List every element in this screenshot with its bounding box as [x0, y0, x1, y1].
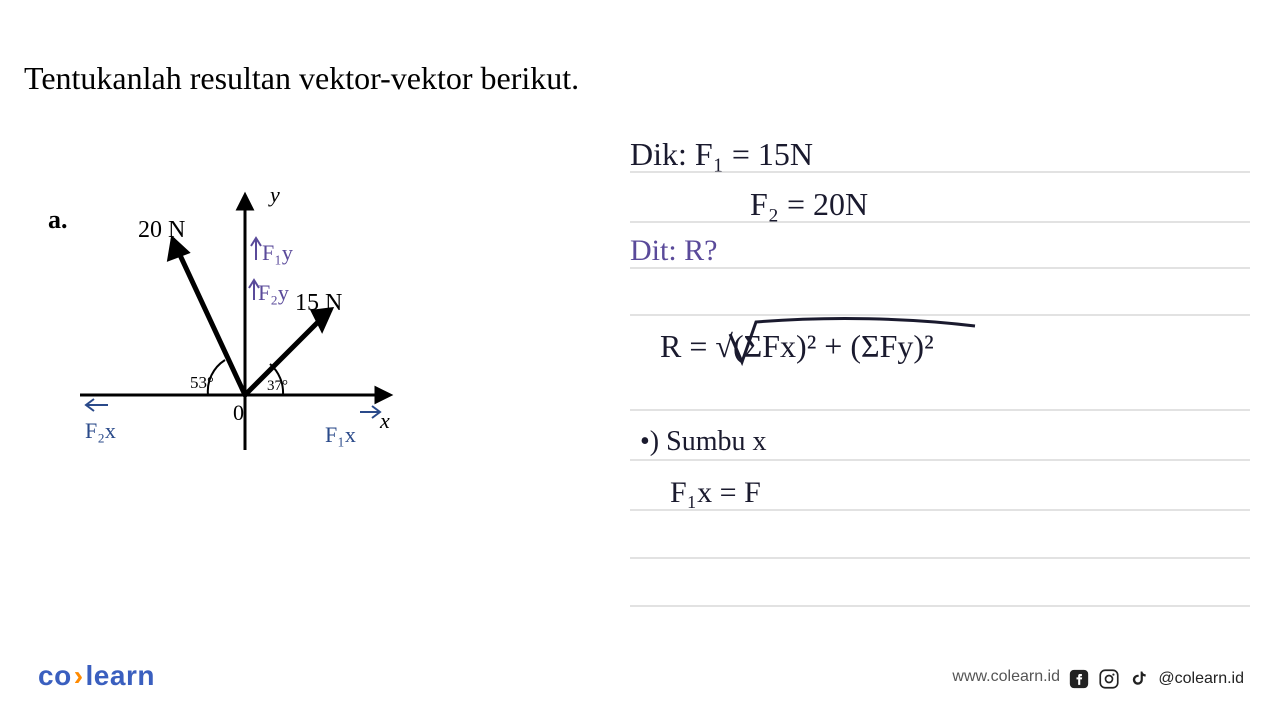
given-line-2: F₂ = 20N	[750, 186, 868, 223]
vector-diagram: y x 0 20 N 15 N 53° 37° F₁y F₂y F₁x F₂x	[70, 180, 410, 480]
instagram-icon	[1098, 668, 1120, 690]
axis-y-label: y	[268, 182, 280, 207]
question-title: Tentukanlah resultan vektor-vektor berik…	[24, 60, 579, 97]
asked-line: Dit: R?	[630, 234, 718, 268]
tiktok-icon	[1128, 668, 1150, 690]
footer-url: www.colearn.id	[952, 668, 1060, 686]
f1x-label: F₁x	[325, 422, 356, 447]
f2x-label: F₂x	[85, 418, 116, 443]
handwritten-notes: Dik: F₁ = 15N F₂ = 20N Dit: R? R = √(ΣFx…	[630, 130, 1250, 630]
logo-learn: learn	[86, 660, 155, 691]
social-block: @colearn.id	[1068, 668, 1244, 690]
brand-logo: co›learn	[38, 660, 155, 692]
f1y-label: F₁y	[262, 240, 293, 265]
facebook-icon	[1068, 668, 1090, 690]
vector-15n-label: 15 N	[295, 290, 342, 316]
logo-separator: ›	[72, 660, 86, 691]
subproblem-label: a.	[48, 205, 68, 235]
logo-co: co	[38, 660, 72, 691]
f2y-label: F₂y	[258, 280, 289, 305]
social-handle: @colearn.id	[1158, 670, 1244, 688]
vector-20n-label: 20 N	[138, 217, 185, 243]
ruled-lines	[630, 130, 1250, 630]
angle-37-label: 37°	[267, 378, 288, 394]
given-line-1: Dik: F₁ = 15N	[630, 136, 813, 173]
footer: co›learn www.colearn.id @colearn.id	[0, 652, 1280, 692]
origin-label: 0	[233, 400, 244, 425]
angle-53-label: 53°	[190, 373, 214, 392]
formula-line: R = √(ΣFx)² + (ΣFy)²	[660, 328, 934, 365]
sumbu-x-heading: •) Sumbu x	[640, 426, 766, 458]
f1x-equation: F₁x = F	[670, 476, 761, 510]
